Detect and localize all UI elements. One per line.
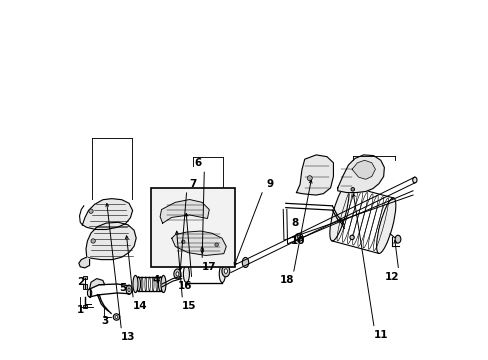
Text: 9: 9 [265, 179, 273, 189]
Polygon shape [79, 257, 89, 268]
Ellipse shape [294, 233, 303, 241]
Ellipse shape [214, 243, 218, 247]
Text: 16: 16 [178, 281, 192, 291]
Polygon shape [160, 199, 209, 223]
Text: 18: 18 [279, 275, 293, 285]
Ellipse shape [219, 265, 225, 283]
Polygon shape [86, 222, 136, 260]
Ellipse shape [329, 185, 348, 241]
Ellipse shape [297, 236, 300, 239]
Ellipse shape [115, 316, 118, 319]
Text: 6: 6 [194, 158, 201, 168]
Text: 15: 15 [182, 301, 196, 311]
Ellipse shape [181, 240, 184, 244]
Polygon shape [82, 199, 132, 229]
Text: 8: 8 [290, 218, 298, 228]
Polygon shape [171, 231, 226, 256]
Ellipse shape [158, 277, 163, 291]
Ellipse shape [350, 188, 354, 191]
Polygon shape [337, 155, 384, 193]
Ellipse shape [394, 235, 400, 243]
Text: 3: 3 [101, 316, 108, 325]
Ellipse shape [412, 177, 416, 183]
Ellipse shape [87, 289, 92, 297]
Ellipse shape [113, 314, 120, 320]
Bar [82, 276, 87, 279]
Ellipse shape [161, 275, 165, 293]
Ellipse shape [91, 239, 95, 243]
Polygon shape [296, 155, 333, 195]
Ellipse shape [349, 235, 353, 239]
Ellipse shape [128, 288, 130, 292]
Text: 2: 2 [77, 277, 84, 287]
Text: 5: 5 [119, 283, 126, 293]
Bar [150, 188, 234, 267]
Polygon shape [351, 160, 375, 179]
Ellipse shape [89, 209, 93, 213]
Ellipse shape [126, 285, 132, 294]
Polygon shape [89, 279, 104, 289]
Text: 12: 12 [384, 272, 399, 282]
Text: 7: 7 [189, 179, 197, 189]
Bar [82, 284, 87, 289]
Ellipse shape [136, 277, 140, 291]
Ellipse shape [242, 257, 248, 267]
Ellipse shape [222, 265, 229, 277]
Ellipse shape [183, 265, 189, 283]
Bar [83, 305, 86, 309]
Ellipse shape [174, 269, 181, 279]
Ellipse shape [376, 198, 395, 253]
Text: 1: 1 [77, 305, 84, 315]
Text: 11: 11 [373, 330, 387, 340]
Text: 4: 4 [153, 275, 160, 285]
Text: 17: 17 [201, 262, 216, 272]
Text: 13: 13 [121, 332, 135, 342]
Ellipse shape [133, 275, 138, 293]
Text: 14: 14 [132, 301, 147, 311]
Ellipse shape [306, 176, 312, 181]
Text: 10: 10 [290, 236, 305, 246]
Ellipse shape [176, 272, 179, 276]
Ellipse shape [224, 269, 227, 273]
